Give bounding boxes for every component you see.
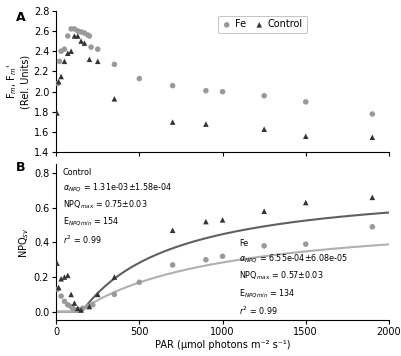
Point	[55, 284, 62, 290]
Fe	[95, 46, 101, 52]
Point	[76, 307, 83, 313]
Text: B: B	[16, 161, 26, 174]
Point	[169, 262, 176, 268]
Fe	[219, 89, 226, 95]
Point	[203, 257, 209, 263]
Fe	[169, 83, 176, 89]
Point	[219, 253, 226, 259]
Point	[219, 217, 226, 223]
Point	[75, 305, 81, 311]
Point	[302, 200, 309, 205]
Fe	[61, 46, 68, 52]
Control	[261, 126, 267, 132]
Point	[58, 276, 64, 282]
Point	[58, 293, 64, 299]
Fe	[88, 44, 94, 50]
Point	[55, 286, 61, 292]
Fe	[369, 111, 375, 117]
Text: Fe
$\alpha_{NPQ}$ = 6.55e-04$\pm$6.08e-05
NPQ$_{max}$ = 0.57$\pm$0.03
E$_{NPQmin: Fe $\alpha_{NPQ}$ = 6.55e-04$\pm$6.08e-0…	[239, 239, 348, 317]
Point	[261, 208, 267, 214]
Fe	[68, 26, 74, 32]
Point	[70, 305, 76, 311]
Point	[54, 260, 60, 266]
Point	[203, 219, 209, 224]
Point	[71, 300, 78, 306]
Point	[302, 241, 309, 247]
Point	[89, 302, 96, 308]
Fe	[58, 48, 64, 54]
Fe	[81, 30, 88, 36]
Control	[54, 110, 60, 116]
Control	[78, 38, 84, 44]
Control	[86, 57, 93, 62]
Text: Control
$\alpha_{NPQ}$ = 1.31e-03$\pm$1.58e-04
NPQ$_{max}$ = 0.75$\pm$0.03
E$_{N: Control $\alpha_{NPQ}$ = 1.31e-03$\pm$1.…	[63, 168, 172, 246]
Point	[68, 304, 74, 309]
Fe	[65, 33, 71, 39]
Point	[169, 227, 176, 233]
Y-axis label: NPQ$_{sv}$: NPQ$_{sv}$	[17, 227, 31, 258]
Control	[369, 135, 375, 140]
Control	[169, 119, 176, 125]
Fe	[55, 81, 61, 87]
Text: A: A	[16, 11, 26, 24]
Point	[68, 292, 74, 297]
Control	[65, 51, 71, 56]
Point	[261, 243, 267, 249]
Fe	[111, 62, 117, 67]
Point	[369, 194, 375, 200]
Control	[71, 33, 78, 39]
Point	[73, 307, 79, 313]
Point	[65, 302, 71, 308]
Control	[81, 40, 88, 46]
Control	[68, 48, 74, 54]
Point	[111, 292, 117, 297]
Control	[58, 74, 64, 79]
Control	[55, 79, 62, 84]
Fe	[136, 76, 143, 82]
Fe	[85, 32, 91, 38]
Point	[85, 304, 91, 309]
Fe	[78, 29, 84, 35]
Control	[203, 121, 209, 127]
Fe	[261, 93, 267, 99]
Control	[302, 134, 309, 139]
Control	[75, 33, 81, 39]
Control	[95, 58, 101, 64]
Point	[95, 292, 101, 297]
Fe	[75, 28, 81, 34]
Fe	[86, 33, 93, 39]
Point	[65, 272, 71, 278]
Point	[111, 274, 117, 280]
Fe	[71, 26, 78, 32]
Control	[61, 58, 68, 64]
Fe	[302, 99, 309, 105]
Point	[79, 305, 86, 311]
X-axis label: PAR (μmol photons m⁻² s⁻¹): PAR (μmol photons m⁻² s⁻¹)	[155, 340, 290, 350]
Control	[111, 96, 117, 102]
Legend: Fe, Control: Fe, Control	[218, 16, 307, 33]
Fe	[56, 58, 63, 64]
Point	[369, 224, 375, 230]
Point	[78, 307, 84, 313]
Fe	[203, 88, 209, 94]
Point	[61, 298, 68, 304]
Point	[61, 274, 68, 280]
Y-axis label: F$_m$, F$_m$'
(Rel. Units): F$_m$, F$_m$' (Rel. Units)	[6, 54, 31, 109]
Point	[136, 279, 143, 285]
Point	[86, 304, 93, 309]
